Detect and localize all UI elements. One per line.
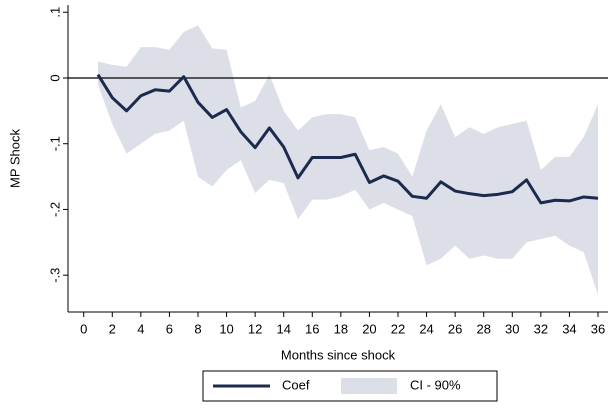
- x-tick-label: 4: [137, 321, 144, 336]
- legend-label: CI - 90%: [410, 377, 461, 392]
- x-tick-label: 14: [276, 321, 290, 336]
- y-tick-label: -.3: [47, 268, 62, 283]
- y-tick-label: -.2: [47, 202, 62, 217]
- x-tick-label: 16: [305, 321, 319, 336]
- y-axis-title: MP Shock: [7, 129, 22, 189]
- x-tick-label: 22: [391, 321, 405, 336]
- x-tick-label: 26: [448, 321, 462, 336]
- x-tick-label: 10: [219, 321, 233, 336]
- x-tick-label: 0: [80, 321, 87, 336]
- x-tick-label: 8: [194, 321, 201, 336]
- x-tick-label: 6: [166, 321, 173, 336]
- x-tick-label: 28: [476, 321, 490, 336]
- x-tick-label: 18: [334, 321, 348, 336]
- x-tick-label: 24: [419, 321, 433, 336]
- y-tick-label: 0: [47, 74, 62, 81]
- x-tick-label: 30: [505, 321, 519, 336]
- y-tick-label: .1: [47, 7, 62, 18]
- x-tick-label: 36: [591, 321, 605, 336]
- y-tick-label: -.1: [47, 136, 62, 151]
- x-tick-label: 12: [248, 321, 262, 336]
- ci-band: [98, 25, 598, 295]
- legend-swatch: [341, 378, 397, 394]
- x-tick-label: 2: [109, 321, 116, 336]
- x-axis-title: Months since shock: [281, 347, 396, 362]
- legend-label: Coef: [282, 377, 310, 392]
- x-tick-label: 20: [362, 321, 376, 336]
- x-tick-label: 34: [562, 321, 576, 336]
- x-tick-label: 32: [534, 321, 548, 336]
- coef-line: [96, 73, 599, 205]
